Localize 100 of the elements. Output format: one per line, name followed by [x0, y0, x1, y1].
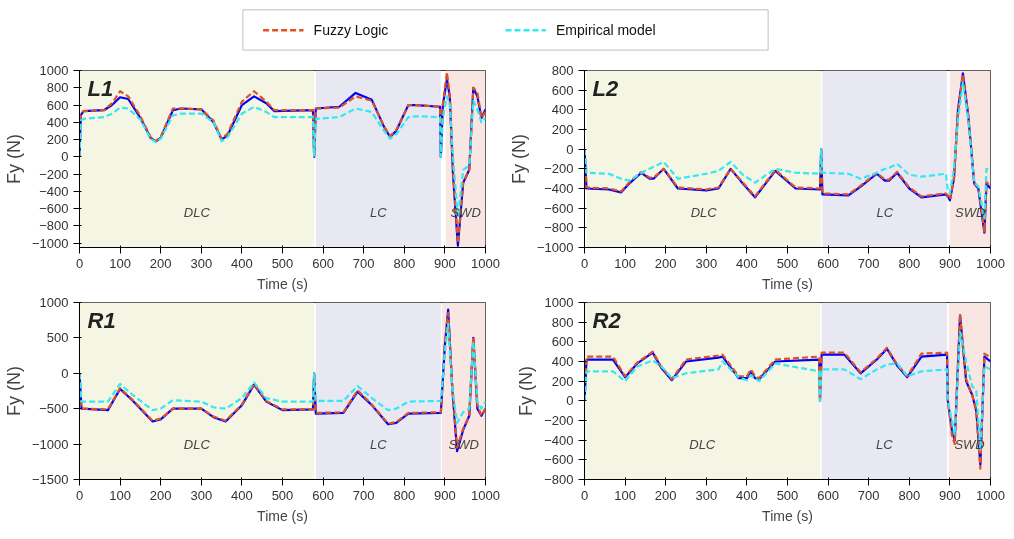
x-tick-label: 800 — [393, 255, 416, 271]
x-tick-label: 1000 — [976, 487, 1005, 503]
y-tick-label: 0 — [566, 393, 574, 409]
x-tick-label: 800 — [898, 255, 921, 271]
x-tick-label: 500 — [271, 255, 294, 271]
x-tick-label: 600 — [817, 487, 839, 503]
y-tick-label: −1000 — [31, 436, 69, 452]
y-tick-label: −200 — [544, 161, 574, 177]
x-tick-label: 1000 — [471, 487, 500, 503]
x-tick-label: 900 — [434, 255, 456, 271]
y-tick-label: −400 — [544, 432, 574, 448]
band-label: LC — [370, 204, 388, 220]
y-axis-title: Fy (N) — [508, 134, 529, 184]
band-label: DLC — [183, 204, 211, 220]
x-tick-label: 700 — [352, 255, 375, 271]
y-tick-label: 800 — [551, 63, 574, 78]
y-tick-label: 0 — [566, 141, 574, 157]
x-tick-label: 200 — [654, 255, 677, 271]
band-label: DLC — [689, 436, 716, 452]
x-tick-label: 300 — [695, 255, 718, 271]
y-tick-label: −200 — [39, 166, 69, 182]
x-tick-label: 400 — [231, 255, 253, 271]
y-tick-label: −800 — [544, 220, 574, 236]
x-tick-label: 900 — [434, 487, 456, 503]
chart-title: L1 — [87, 75, 114, 101]
x-tick-label: 800 — [898, 487, 921, 503]
y-tick-label: −800 — [39, 218, 69, 234]
y-tick-label: 0 — [61, 149, 69, 165]
y-tick-label: −400 — [39, 183, 69, 199]
x-tick-label: 600 — [312, 487, 334, 503]
chart-title: R2 — [592, 307, 622, 333]
x-axis-title: Time (s) — [762, 507, 813, 524]
y-tick-label: −500 — [39, 401, 69, 417]
y-tick-label: −1000 — [536, 240, 574, 255]
band-label: LC — [370, 436, 388, 452]
x-tick-label: 800 — [393, 487, 416, 503]
x-tick-label: 100 — [109, 255, 131, 271]
y-tick-label: 1000 — [39, 63, 69, 78]
x-tick-label: 500 — [776, 487, 799, 503]
y-tick-label: −400 — [544, 181, 574, 196]
y-tick-label: 500 — [46, 330, 69, 346]
y-tick-label: −200 — [544, 413, 574, 428]
x-tick-label: 300 — [190, 255, 213, 271]
x-tick-label: 400 — [736, 255, 758, 271]
x-axis-title: Time (s) — [257, 275, 308, 292]
y-tick-label: 1000 — [39, 295, 69, 310]
x-tick-label: 300 — [190, 487, 213, 503]
x-tick-label: 400 — [736, 487, 758, 503]
x-tick-label: 700 — [857, 487, 880, 503]
y-tick-label: −800 — [544, 472, 574, 487]
x-tick-label: 900 — [939, 255, 961, 271]
band-label: DLC — [690, 204, 718, 220]
y-tick-label: −1000 — [31, 235, 69, 251]
legend-label: Empirical model — [556, 22, 656, 39]
band-label: DLC — [183, 436, 211, 452]
y-tick-label: 400 — [551, 354, 574, 369]
x-tick-label: 700 — [352, 487, 375, 503]
legend-label: Fuzzy Logic — [313, 22, 389, 39]
y-tick-label: −600 — [544, 200, 574, 216]
x-tick-label: 500 — [271, 487, 294, 503]
x-tick-label: 400 — [231, 487, 253, 503]
y-tick-label: 600 — [46, 97, 69, 113]
y-tick-label: 800 — [46, 80, 69, 96]
x-tick-label: 900 — [939, 487, 961, 503]
y-tick-label: 400 — [46, 114, 69, 130]
y-tick-label: 200 — [551, 373, 574, 389]
x-tick-label: 200 — [149, 487, 172, 503]
x-tick-label: 300 — [695, 487, 718, 503]
x-tick-label: 500 — [776, 255, 799, 271]
x-tick-label: 0 — [75, 487, 84, 503]
x-tick-label: 0 — [580, 487, 589, 503]
x-tick-label: 0 — [75, 255, 84, 271]
y-tick-label: −1500 — [31, 472, 69, 487]
x-tick-label: 600 — [312, 255, 334, 271]
y-tick-label: 200 — [551, 122, 574, 137]
y-tick-label: 200 — [46, 132, 69, 148]
x-tick-label: 600 — [817, 255, 839, 271]
y-axis-title: Fy (N) — [516, 366, 537, 416]
y-tick-label: −600 — [544, 452, 574, 468]
y-tick-label: 400 — [551, 102, 574, 118]
band-label: LC — [876, 436, 894, 452]
x-tick-label: 200 — [149, 255, 172, 271]
x-tick-label: 200 — [654, 487, 677, 503]
y-tick-label: 800 — [551, 314, 574, 330]
x-tick-label: 700 — [857, 255, 880, 271]
y-tick-label: −600 — [39, 201, 69, 217]
x-tick-label: 1000 — [976, 255, 1005, 271]
x-tick-label: 100 — [109, 487, 131, 503]
y-axis-title: Fy (N) — [3, 134, 24, 184]
band-label: LC — [876, 204, 894, 220]
x-tick-label: 0 — [580, 255, 589, 271]
x-axis-title: Time (s) — [762, 275, 813, 292]
x-tick-label: 100 — [614, 255, 636, 271]
x-tick-label: 1000 — [471, 255, 500, 271]
y-axis-title: Fy (N) — [3, 366, 24, 416]
y-tick-label: 600 — [551, 82, 574, 98]
x-axis-title: Time (s) — [257, 507, 308, 524]
chart-title: L2 — [592, 75, 619, 101]
y-tick-label: 1000 — [544, 295, 574, 310]
chart-title: R1 — [87, 307, 116, 333]
